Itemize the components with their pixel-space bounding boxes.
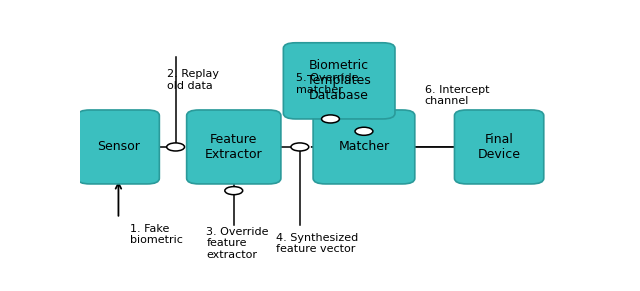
- Text: 6. Intercept
channel: 6. Intercept channel: [425, 85, 489, 106]
- FancyBboxPatch shape: [454, 110, 544, 184]
- Circle shape: [225, 187, 243, 195]
- Text: 5. Override
matcher: 5. Override matcher: [296, 73, 358, 95]
- Text: Biometric
Templates
Database: Biometric Templates Database: [307, 59, 371, 102]
- Text: 2. Replay
old data: 2. Replay old data: [167, 69, 219, 91]
- Circle shape: [321, 115, 339, 123]
- Text: 1. Fake
biometric: 1. Fake biometric: [129, 223, 182, 245]
- Circle shape: [166, 143, 184, 151]
- FancyBboxPatch shape: [77, 110, 159, 184]
- FancyBboxPatch shape: [187, 110, 281, 184]
- Text: Sensor: Sensor: [97, 141, 140, 153]
- Circle shape: [291, 143, 308, 151]
- Text: Matcher: Matcher: [339, 141, 390, 153]
- Text: Final
Device: Final Device: [477, 133, 520, 161]
- FancyBboxPatch shape: [284, 43, 395, 119]
- Text: 3. Override
feature
extractor: 3. Override feature extractor: [207, 227, 269, 260]
- FancyBboxPatch shape: [313, 110, 415, 184]
- Text: Feature
Extractor: Feature Extractor: [205, 133, 262, 161]
- Text: 4. Synthesized
feature vector: 4. Synthesized feature vector: [276, 233, 358, 254]
- Circle shape: [355, 127, 373, 135]
